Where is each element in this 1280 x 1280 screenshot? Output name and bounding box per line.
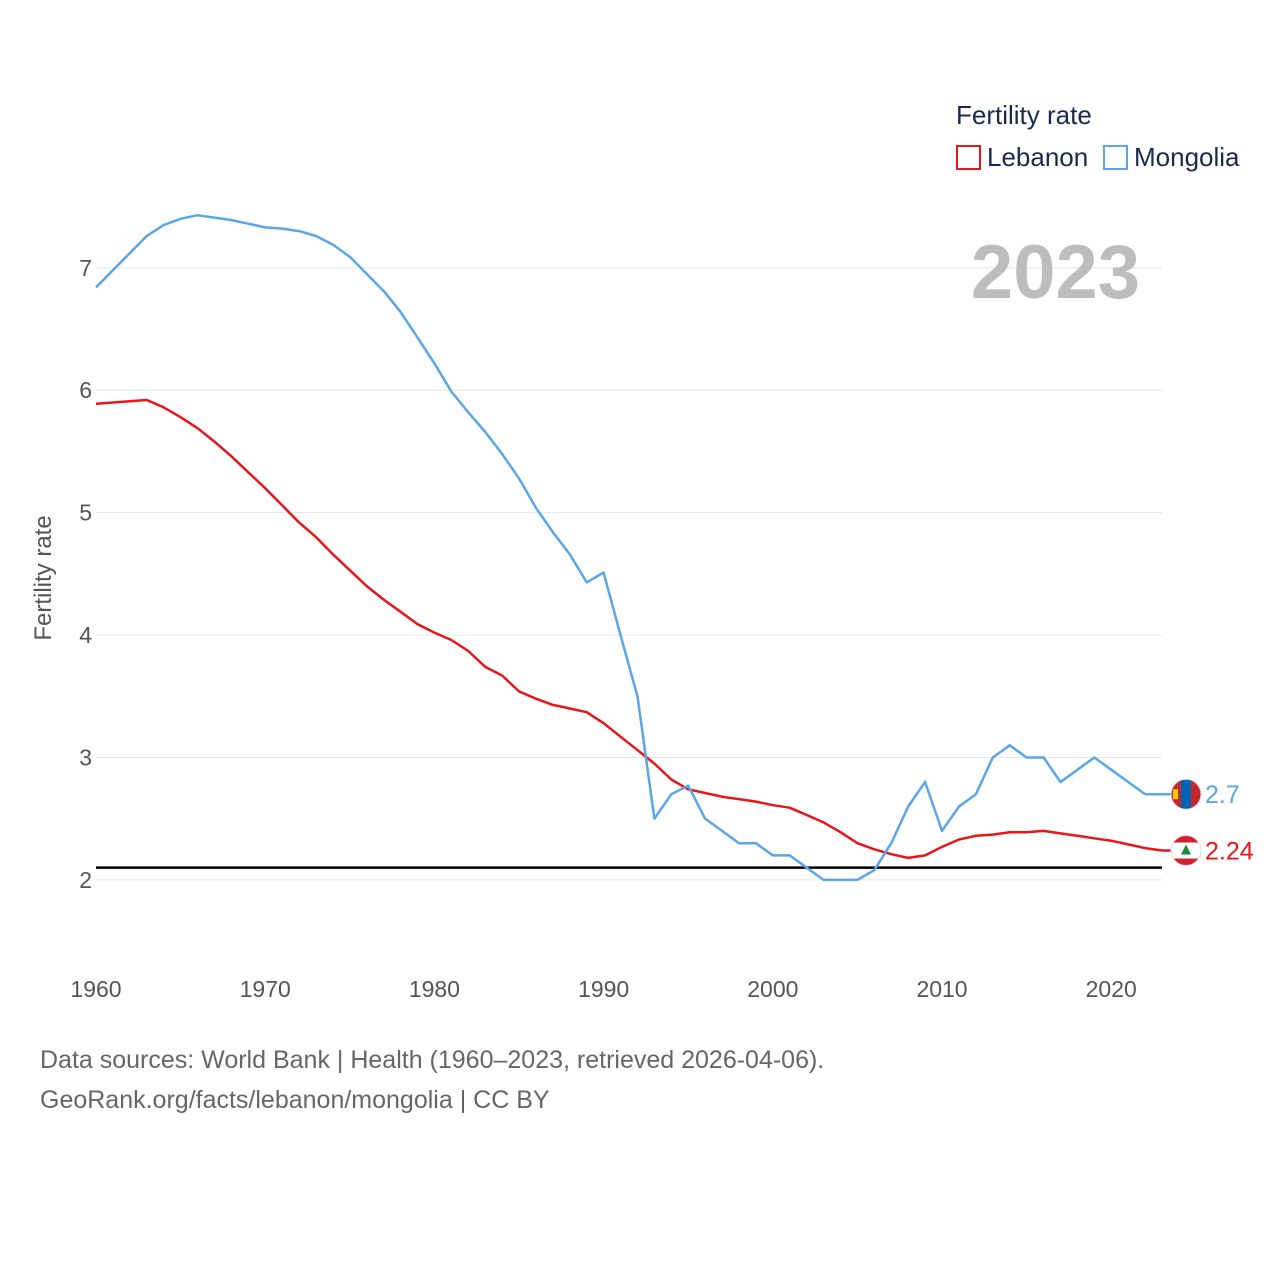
end-label-mongolia: 2.7	[1205, 781, 1240, 809]
y-tick-label: 3	[79, 744, 92, 770]
legend-label-mongolia[interactable]: Mongolia	[1134, 142, 1240, 172]
x-tick-label: 1980	[409, 976, 460, 1002]
mongolia-flag-icon	[1170, 778, 1202, 810]
source-line-2: GeoRank.org/facts/lebanon/mongolia | CC …	[40, 1086, 550, 1114]
legend: Fertility rate Lebanon Mongolia	[956, 100, 1240, 172]
grid-lines	[96, 267, 1162, 881]
end-label-lebanon: 2.24	[1205, 838, 1254, 866]
y-tick-label: 5	[79, 500, 92, 526]
x-tick-label: 2020	[1086, 976, 1137, 1002]
legend-swatch-lebanon[interactable]	[956, 145, 981, 170]
x-tick-label: 1970	[240, 976, 291, 1002]
y-tick-label: 6	[79, 377, 92, 403]
series-line-mongolia[interactable]	[95, 213, 1162, 882]
source-line-1: Data sources: World Bank | Health (1960–…	[40, 1046, 825, 1074]
series-line-lebanon[interactable]	[95, 398, 1163, 860]
fertility-chart: 2 3 4 5 6 7 1960 1970 1980 1990 2000 2010 2020 Fert…	[30, 100, 1254, 1002]
x-tick-label: 1960	[70, 976, 121, 1002]
lebanon-flag-icon	[1170, 835, 1202, 867]
x-tick-label: 2000	[747, 976, 798, 1002]
source-note: Data sources: World Bank | Health (1960–…	[40, 1040, 824, 1120]
x-axis-ticks: 1960 1970 1980 1990 2000 2010 2020	[70, 976, 1136, 1002]
end-markers: 2.24 2.7	[1162, 778, 1254, 867]
y-tick-label: 4	[79, 622, 92, 648]
year-label: 2023	[971, 230, 1140, 315]
y-tick-label: 2	[79, 867, 92, 893]
legend-swatch-mongolia[interactable]	[1103, 145, 1128, 170]
legend-title: Fertility rate	[956, 100, 1092, 130]
legend-label-lebanon[interactable]: Lebanon	[987, 142, 1088, 172]
y-axis-ticks: 2 3 4 5 6 7	[79, 255, 92, 893]
x-tick-label: 1990	[578, 976, 629, 1002]
y-axis-label: Fertility rate	[30, 515, 57, 640]
series-lines	[95, 213, 1163, 882]
x-tick-label: 2010	[916, 976, 967, 1002]
y-tick-label: 7	[79, 255, 92, 281]
